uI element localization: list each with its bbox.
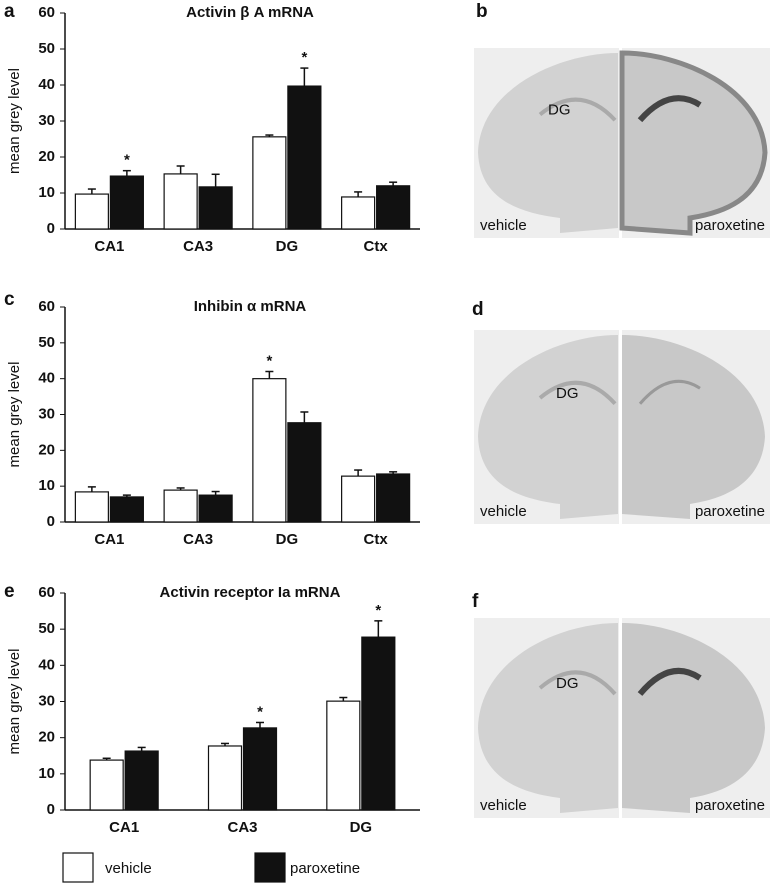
panel-label: a <box>4 1 15 22</box>
y-tick-label: 30 <box>38 405 55 422</box>
bar <box>376 473 411 523</box>
condition-label-left: vehicle <box>480 217 527 234</box>
panel-label: f <box>472 591 479 612</box>
x-tick-label: CA1 <box>94 238 124 255</box>
chart-title: Activin β A mRNA <box>186 4 314 21</box>
y-tick-label: 40 <box>38 76 55 93</box>
condition-label-left: vehicle <box>480 503 527 520</box>
bar <box>74 193 109 230</box>
significance-marker: * <box>266 352 272 369</box>
condition-label-left: vehicle <box>480 797 527 814</box>
brain-right <box>622 623 765 813</box>
y-tick-label: 60 <box>38 298 55 315</box>
y-tick-label: 50 <box>38 620 55 637</box>
y-tick-label: 50 <box>38 334 55 351</box>
panel-label: c <box>4 289 15 310</box>
x-tick-label: DG <box>276 238 299 255</box>
bar <box>287 422 322 523</box>
bar <box>124 750 159 811</box>
y-tick-label: 30 <box>38 692 55 709</box>
bar <box>326 700 361 811</box>
bar <box>109 175 144 230</box>
x-tick-label: Ctx <box>364 531 389 548</box>
legend-label: paroxetine <box>290 860 360 877</box>
x-tick-label: DG <box>350 819 373 836</box>
y-axis-label: mean grey level <box>6 649 23 755</box>
legend-swatch <box>254 852 286 883</box>
bar <box>109 496 144 523</box>
hippocampus-right <box>637 95 702 123</box>
y-tick-label: 30 <box>38 112 55 129</box>
y-tick-label: 20 <box>38 729 55 746</box>
hippocampus-right <box>638 379 701 405</box>
bar <box>198 494 233 523</box>
bar <box>252 136 287 230</box>
hippocampus-left <box>538 97 617 122</box>
brain-left <box>478 335 618 519</box>
image-panels: DG vehicle paroxetine DG vehicle paroxetine DG… <box>474 48 770 818</box>
x-tick-label: CA3 <box>227 819 257 836</box>
y-tick-label: 20 <box>38 148 55 165</box>
brain-right <box>619 50 768 236</box>
y-axis-label: mean grey level <box>6 68 23 174</box>
y-axis-label: mean grey level <box>6 362 23 468</box>
chart-title: Inhibin α mRNA <box>194 298 307 315</box>
hippocampus-right <box>637 667 702 696</box>
region-label: DG <box>556 385 579 402</box>
y-tick-label: 60 <box>38 584 55 601</box>
bar <box>361 636 396 811</box>
legend-label: vehicle <box>105 860 152 877</box>
panel-label: d <box>472 299 484 320</box>
y-tick-label: 10 <box>38 477 55 494</box>
y-tick-label: 0 <box>47 220 55 237</box>
y-tick-label: 10 <box>38 765 55 782</box>
condition-label-right: paroxetine <box>695 217 765 234</box>
x-tick-label: CA1 <box>94 531 124 548</box>
panel-label: e <box>4 581 15 602</box>
bar <box>341 196 376 230</box>
bar <box>207 745 243 811</box>
significance-marker: * <box>375 602 381 619</box>
x-tick-label: CA3 <box>183 238 213 255</box>
condition-label-right: paroxetine <box>695 503 765 520</box>
bar <box>341 475 376 523</box>
legend-swatch <box>62 852 94 883</box>
chart-title: Activin receptor Ia mRNA <box>160 584 341 601</box>
hippocampus-left <box>538 670 617 696</box>
y-tick-label: 40 <box>38 656 55 673</box>
brain-right <box>622 335 765 519</box>
x-tick-label: CA3 <box>183 531 213 548</box>
significance-marker: * <box>124 152 130 169</box>
condition-label-right: paroxetine <box>695 797 765 814</box>
y-tick-label: 20 <box>38 441 55 458</box>
bar <box>376 185 411 230</box>
bar <box>89 759 124 811</box>
brain-left <box>478 623 618 813</box>
bar <box>74 491 109 523</box>
y-tick-label: 10 <box>38 184 55 201</box>
bar <box>198 186 233 230</box>
bar <box>163 489 198 523</box>
y-tick-label: 60 <box>38 4 55 21</box>
region-label: DG <box>548 102 571 119</box>
x-tick-label: Ctx <box>364 238 389 255</box>
bar <box>287 85 322 230</box>
y-tick-label: 0 <box>47 801 55 818</box>
region-label: DG <box>556 675 579 692</box>
hippocampus-left <box>538 380 617 406</box>
significance-marker: * <box>257 703 263 720</box>
x-tick-label: DG <box>276 531 299 548</box>
y-tick-label: 50 <box>38 40 55 57</box>
bar <box>163 173 198 230</box>
significance-marker: * <box>301 49 307 66</box>
bar <box>242 727 278 811</box>
brain-left <box>478 53 618 233</box>
y-tick-label: 0 <box>47 513 55 530</box>
x-tick-label: CA1 <box>109 819 139 836</box>
panel-label: b <box>476 1 488 22</box>
bar <box>252 378 287 523</box>
y-tick-label: 40 <box>38 370 55 387</box>
